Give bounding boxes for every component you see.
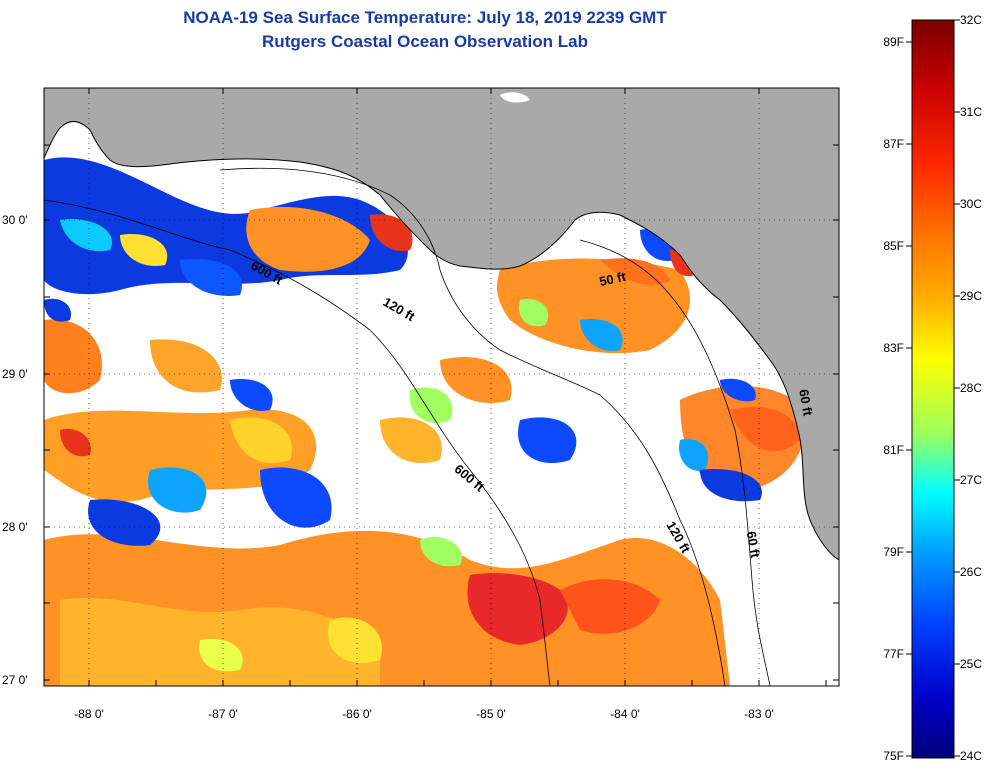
map-subtitle: Rutgers Coastal Ocean Observation Lab	[262, 32, 588, 51]
colorbar-celsius-label: 26C	[960, 565, 982, 579]
contour-label: 50 ft	[598, 269, 628, 289]
lon-label: -86 0'	[342, 707, 372, 721]
colorbar-fahrenheit-label: 89F	[883, 35, 904, 49]
coastline	[44, 121, 839, 561]
lon-label: -84 0'	[610, 707, 640, 721]
colorbar	[911, 19, 955, 759]
lat-label: 30 0'	[2, 213, 28, 227]
bay-patch	[500, 92, 530, 103]
colorbar-celsius-label: 30C	[960, 197, 982, 211]
contour-120ft	[219, 167, 726, 686]
lon-label: -88 0'	[74, 707, 104, 721]
colorbar-fahrenheit-label: 85F	[883, 239, 904, 253]
colorbar-fahrenheit-label: 83F	[883, 341, 904, 355]
contour-label: 60 ft	[744, 530, 764, 560]
colorbar-fahrenheit-label: 81F	[883, 443, 904, 457]
lat-label: 28 0'	[2, 520, 28, 534]
colorbar-fahrenheit-label: 79F	[883, 545, 904, 559]
lat-label: 29 0'	[2, 367, 28, 381]
colorbar-celsius-label: 32C	[960, 13, 982, 27]
axis-ticks	[44, 88, 839, 686]
colorbar-celsius-label: 25C	[960, 657, 982, 671]
contour-label: 60 ft	[796, 388, 816, 418]
colorbar-celsius-label: 29C	[960, 289, 982, 303]
lon-label: -85 0'	[476, 707, 506, 721]
colorbar-celsius-label: 27C	[960, 473, 982, 487]
colorbar-celsius-label: 24C	[960, 749, 982, 763]
contour-600ft	[44, 199, 551, 686]
colorbar-fahrenheit-label: 77F	[883, 647, 904, 661]
map-frame	[43, 87, 840, 687]
lon-label: -83 0'	[744, 707, 774, 721]
contour-60ft	[579, 239, 771, 686]
colorbar-fahrenheit-label: 75F	[883, 749, 904, 763]
map-title: NOAA-19 Sea Surface Temperature: July 18…	[183, 8, 667, 27]
land-mass	[44, 88, 839, 560]
lat-label: 27 0'	[2, 673, 28, 687]
sst-field	[44, 157, 806, 686]
colorbar-celsius-label: 31C	[960, 105, 982, 119]
colorbar-ticks	[906, 19, 960, 757]
map-area: 600 ft 120 ft 50 ft 600 ft 120 ft 60 ft …	[44, 88, 839, 686]
colorbar-fahrenheit-label: 87F	[883, 137, 904, 151]
colorbar-celsius-label: 28C	[960, 381, 982, 395]
lon-label: -87 0'	[208, 707, 238, 721]
